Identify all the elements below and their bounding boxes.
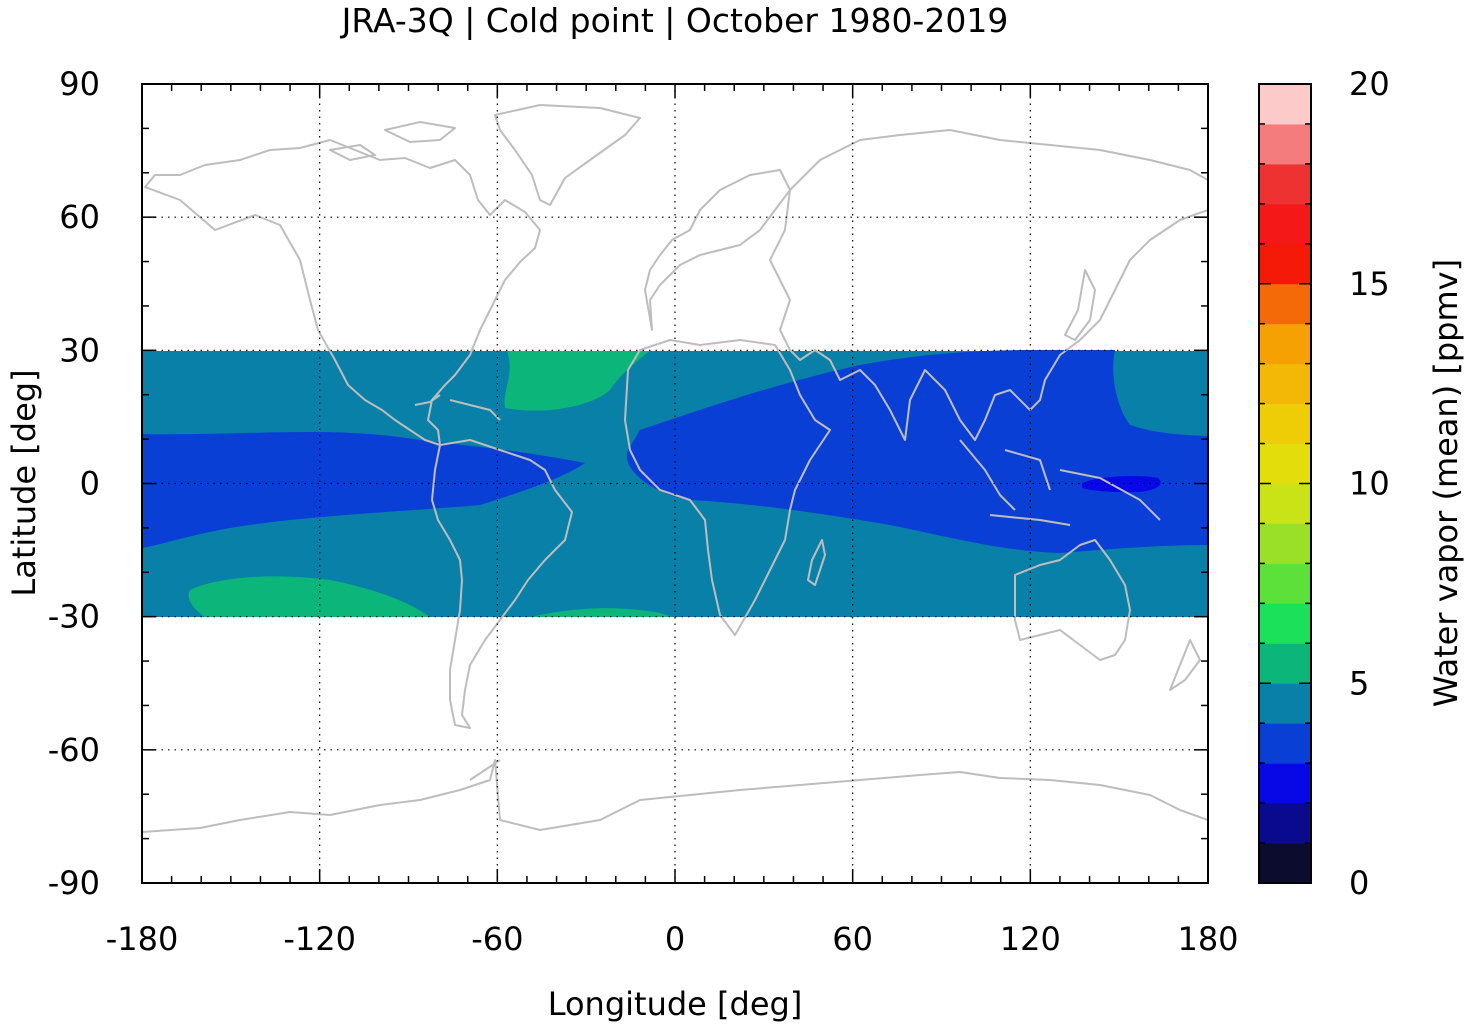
chart-title: JRA-3Q | Cold point | October 1980-2019 (340, 1, 1009, 40)
coastline-indonesia (959, 439, 1161, 526)
colorbar-segment-0 (1259, 843, 1311, 884)
x-tick-label: 0 (665, 920, 685, 958)
water-vapor-region-south-atlantic-maximum (530, 608, 672, 617)
axis-ticks (141, 83, 1209, 884)
x-tick-label: -60 (471, 920, 523, 958)
colorbar-segment-13 (1259, 323, 1311, 365)
y-axis-tick-labels: 90 60 30 0 -30 -60 -90 (48, 65, 100, 902)
x-tick-label: -180 (106, 920, 179, 958)
colorbar-tick-labels: 0 5 10 15 20 (1349, 65, 1390, 902)
colorbar-segment-16 (1259, 203, 1311, 245)
x-tick-label: 120 (1000, 920, 1061, 958)
colorbar-tick-label: 10 (1349, 465, 1390, 503)
y-axis-label: Latitude [deg] (5, 369, 43, 596)
colorbar-label: Water vapor (mean) [ppmv] (1427, 259, 1465, 707)
coastline-antarctic-peninsula (469, 759, 501, 781)
colorbar-segment-2 (1259, 763, 1311, 804)
y-tick-label: 30 (59, 331, 100, 369)
colorbar-segment-12 (1259, 363, 1311, 405)
y-tick-label: 60 (59, 198, 100, 236)
colorbar-tick-label: 20 (1349, 65, 1390, 103)
y-tick-label: 0 (80, 465, 100, 503)
coastline-greenland (494, 104, 641, 206)
coastline-new-zealand (1169, 639, 1201, 691)
colorbar (1258, 83, 1312, 884)
x-tick-label: 60 (832, 920, 873, 958)
coastline-caribbean (414, 394, 501, 421)
y-tick-label: -30 (48, 598, 100, 636)
colorbar-segment-4 (1259, 683, 1311, 724)
coastline-north-america (144, 139, 541, 446)
colorbar-tick-label: 0 (1349, 864, 1369, 902)
colorbar-segment-1 (1259, 803, 1311, 844)
x-axis-tick-labels: -180 -120 -60 0 60 120 180 (106, 920, 1239, 958)
water-vapor-region-south-pacific-maximum (188, 576, 430, 617)
grid-lines (142, 84, 1208, 883)
colorbar-tick-label: 15 (1349, 265, 1390, 303)
x-tick-label: -120 (283, 920, 356, 958)
coastline-japan (1064, 269, 1096, 341)
water-vapor-region-north-atlantic-maximum (504, 351, 650, 411)
y-tick-label: 90 (59, 65, 100, 103)
y-tick-label: -60 (48, 731, 100, 769)
colorbar-segment-3 (1259, 723, 1311, 764)
coastline-australia (1014, 539, 1131, 661)
colorbar-segment-15 (1259, 243, 1311, 285)
colorbar-segment-17 (1259, 163, 1311, 205)
coastline-arctic-islands (329, 121, 456, 161)
coastline-antarctica (142, 759, 1208, 833)
colorbar-segment-8 (1259, 523, 1311, 564)
colorbar-segment-19 (1259, 84, 1311, 125)
colorbar-segment-5 (1259, 643, 1311, 684)
coastlines (142, 104, 1208, 833)
coastline-madagascar (807, 539, 826, 586)
water-vapor-region-equatorial-americas (142, 431, 585, 548)
water-vapor-region-equatorial-africa-pacific (626, 350, 1208, 553)
colorbar-segment-10 (1259, 443, 1311, 484)
colorbar-segment-6 (1259, 603, 1311, 644)
colorbar-segment-7 (1259, 563, 1311, 604)
coastline-africa (624, 339, 831, 636)
coastline-asia (769, 129, 1208, 441)
colorbar-segment-18 (1259, 123, 1311, 165)
colorbar-segment-9 (1259, 483, 1311, 524)
colorbar-segment-11 (1259, 403, 1311, 445)
x-tick-label: 180 (1177, 920, 1238, 958)
x-axis-label: Longitude [deg] (548, 985, 803, 1023)
colorbar-tick-label: 5 (1349, 664, 1369, 702)
y-tick-label: -90 (48, 864, 100, 902)
colorbar-segment-14 (1259, 283, 1311, 325)
